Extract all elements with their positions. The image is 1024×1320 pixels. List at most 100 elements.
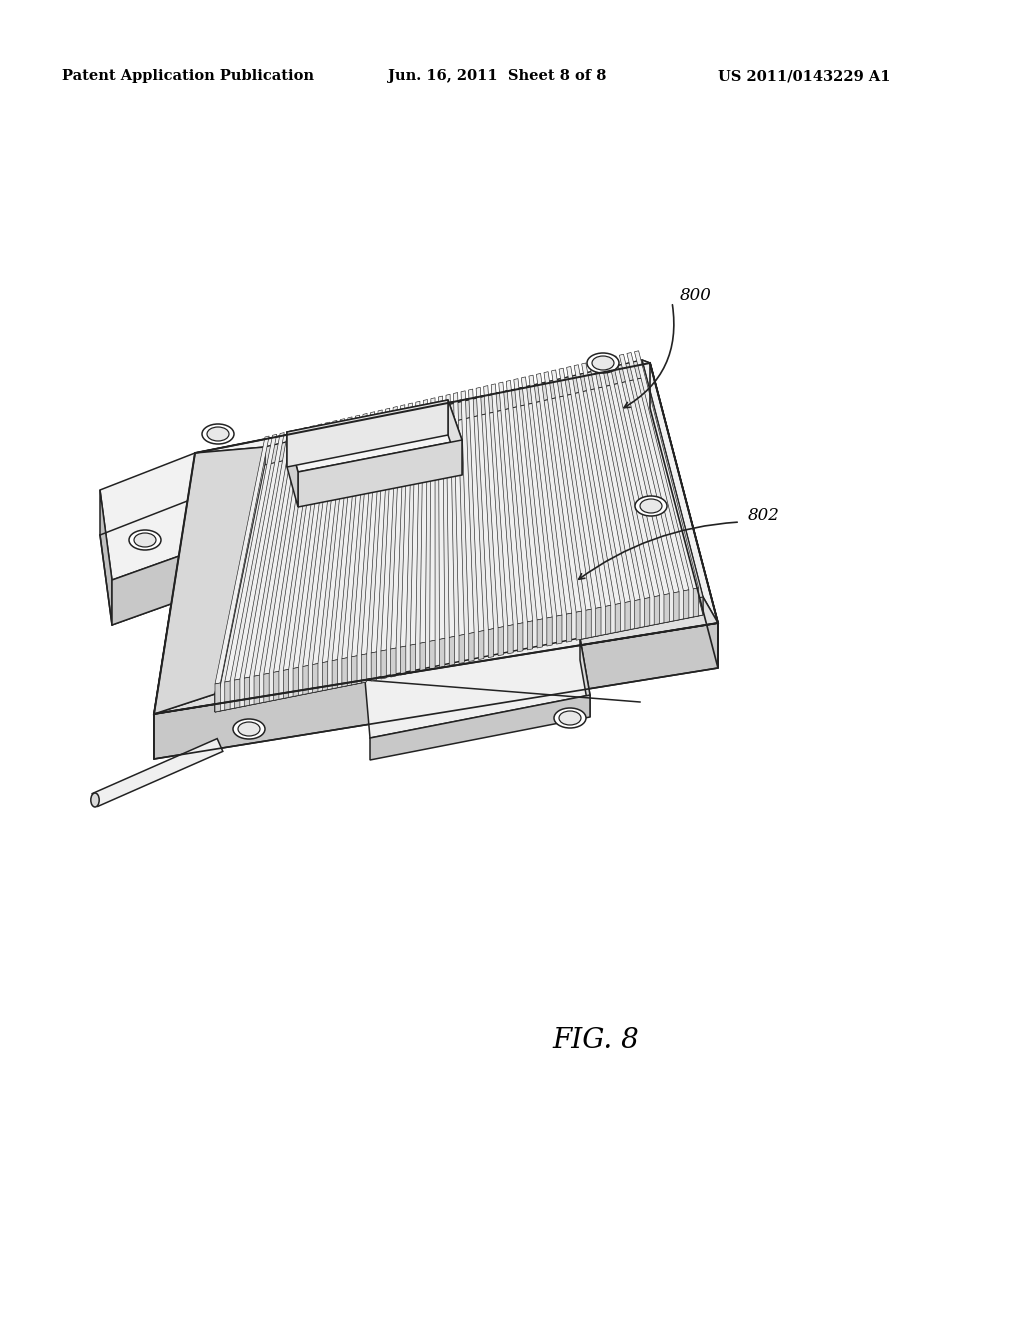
- Polygon shape: [361, 411, 382, 655]
- Polygon shape: [529, 375, 562, 616]
- Polygon shape: [627, 352, 689, 591]
- Polygon shape: [566, 612, 571, 642]
- Polygon shape: [154, 363, 718, 714]
- Polygon shape: [273, 672, 279, 701]
- Polygon shape: [351, 656, 357, 685]
- Polygon shape: [245, 677, 250, 706]
- Polygon shape: [450, 636, 455, 665]
- Polygon shape: [100, 453, 210, 579]
- Polygon shape: [112, 545, 210, 624]
- Ellipse shape: [554, 708, 586, 729]
- Polygon shape: [514, 379, 543, 620]
- Text: US 2011/0143229 A1: US 2011/0143229 A1: [718, 69, 891, 83]
- Polygon shape: [154, 623, 718, 759]
- Ellipse shape: [559, 711, 581, 725]
- Polygon shape: [577, 611, 582, 640]
- Polygon shape: [342, 657, 347, 686]
- Text: 802: 802: [748, 507, 780, 524]
- Polygon shape: [454, 392, 464, 635]
- Polygon shape: [287, 432, 298, 507]
- Ellipse shape: [238, 722, 260, 737]
- Polygon shape: [586, 610, 591, 639]
- Polygon shape: [469, 632, 474, 661]
- Polygon shape: [92, 739, 223, 807]
- Polygon shape: [612, 356, 670, 595]
- Polygon shape: [154, 597, 718, 714]
- Polygon shape: [371, 652, 377, 681]
- Polygon shape: [625, 602, 631, 631]
- Ellipse shape: [233, 719, 265, 739]
- Polygon shape: [154, 453, 195, 759]
- Polygon shape: [664, 594, 670, 623]
- Polygon shape: [527, 620, 532, 649]
- Polygon shape: [635, 351, 698, 589]
- Polygon shape: [293, 422, 330, 668]
- Text: Patent Application Publication: Patent Application Publication: [62, 69, 314, 83]
- Polygon shape: [254, 429, 299, 676]
- Polygon shape: [234, 433, 285, 680]
- Polygon shape: [287, 400, 462, 473]
- Polygon shape: [597, 359, 650, 599]
- Polygon shape: [492, 384, 513, 626]
- Polygon shape: [381, 407, 397, 651]
- Polygon shape: [411, 644, 416, 673]
- Polygon shape: [370, 696, 590, 760]
- Polygon shape: [365, 638, 590, 738]
- Polygon shape: [469, 389, 484, 632]
- Ellipse shape: [202, 424, 234, 444]
- Polygon shape: [478, 631, 484, 660]
- Polygon shape: [488, 628, 494, 657]
- Polygon shape: [446, 395, 455, 638]
- Polygon shape: [589, 362, 640, 601]
- Polygon shape: [430, 640, 435, 669]
- Ellipse shape: [91, 793, 99, 807]
- Polygon shape: [580, 638, 590, 717]
- Polygon shape: [449, 400, 462, 475]
- Polygon shape: [215, 378, 703, 711]
- Ellipse shape: [640, 499, 662, 513]
- Polygon shape: [361, 653, 367, 682]
- Polygon shape: [537, 619, 543, 648]
- Polygon shape: [265, 360, 642, 465]
- Polygon shape: [234, 678, 240, 708]
- Polygon shape: [215, 597, 703, 711]
- Polygon shape: [312, 418, 344, 664]
- Polygon shape: [411, 401, 420, 645]
- Polygon shape: [391, 405, 404, 649]
- Polygon shape: [391, 648, 396, 677]
- Polygon shape: [559, 368, 601, 609]
- Polygon shape: [620, 354, 679, 593]
- Polygon shape: [245, 430, 292, 678]
- Polygon shape: [215, 682, 220, 711]
- Polygon shape: [264, 673, 269, 702]
- Polygon shape: [461, 391, 474, 634]
- Polygon shape: [273, 425, 314, 672]
- Polygon shape: [693, 587, 698, 616]
- Polygon shape: [552, 370, 591, 610]
- Polygon shape: [499, 381, 523, 624]
- Polygon shape: [506, 380, 532, 622]
- Polygon shape: [332, 416, 359, 661]
- Ellipse shape: [587, 352, 618, 374]
- Polygon shape: [293, 668, 298, 697]
- Polygon shape: [287, 400, 449, 467]
- Ellipse shape: [635, 496, 667, 516]
- Polygon shape: [430, 397, 435, 642]
- Polygon shape: [224, 681, 230, 710]
- Text: 800: 800: [680, 286, 712, 304]
- Text: FIG. 8: FIG. 8: [553, 1027, 639, 1053]
- Polygon shape: [537, 374, 571, 614]
- Text: Jun. 16, 2011  Sheet 8 of 8: Jun. 16, 2011 Sheet 8 of 8: [388, 69, 606, 83]
- Polygon shape: [438, 396, 444, 639]
- Polygon shape: [596, 607, 601, 636]
- Polygon shape: [544, 372, 582, 612]
- Ellipse shape: [129, 531, 161, 550]
- Polygon shape: [642, 360, 703, 615]
- Polygon shape: [566, 367, 610, 606]
- Polygon shape: [215, 447, 265, 711]
- Polygon shape: [224, 434, 276, 682]
- Polygon shape: [459, 635, 464, 664]
- Polygon shape: [400, 645, 406, 675]
- Polygon shape: [605, 606, 610, 635]
- Polygon shape: [557, 615, 562, 644]
